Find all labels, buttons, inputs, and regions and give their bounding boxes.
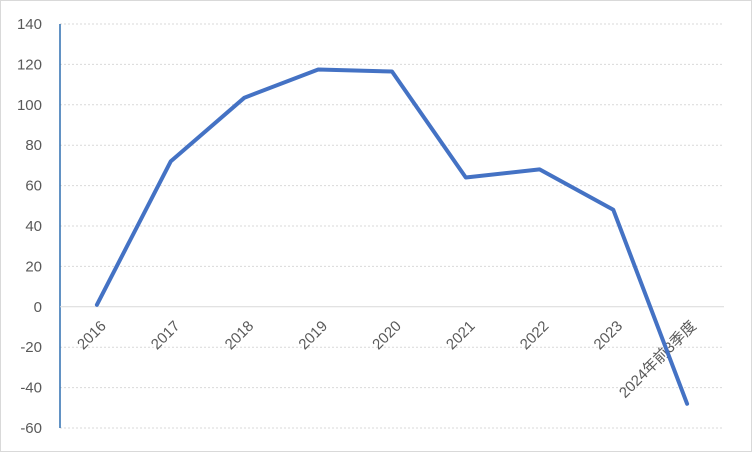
x-tick-label: 2020 [369, 318, 405, 354]
x-tick-label: 2021 [443, 318, 479, 354]
y-tick-label: -60 [20, 420, 42, 437]
y-tick-label: 120 [17, 56, 42, 73]
y-tick-label: 80 [25, 137, 42, 154]
y-tick-label: 140 [17, 16, 42, 33]
y-tick-label: 20 [25, 258, 42, 275]
x-tick-label: 2023 [591, 318, 627, 354]
y-tick-label: -40 [20, 380, 42, 397]
x-tick-label: 2022 [517, 318, 553, 354]
x-tick-label: 2016 [74, 318, 110, 354]
x-tick-label: 2018 [222, 318, 258, 354]
series-line [94, 67, 690, 406]
y-axis: 140 120 100 80 60 40 20 0 -20 -40 -60 [17, 16, 61, 437]
x-tick-label: 2017 [148, 318, 184, 354]
gridlines [60, 23, 724, 429]
y-tick-label: 60 [25, 178, 42, 195]
y-tick-label: 100 [17, 97, 42, 114]
series-group [94, 67, 690, 406]
y-tick-label: 0 [34, 299, 42, 316]
x-tick-label: 2019 [295, 318, 331, 354]
y-tick-label: 40 [25, 218, 42, 235]
y-tick-label: -20 [20, 339, 42, 356]
